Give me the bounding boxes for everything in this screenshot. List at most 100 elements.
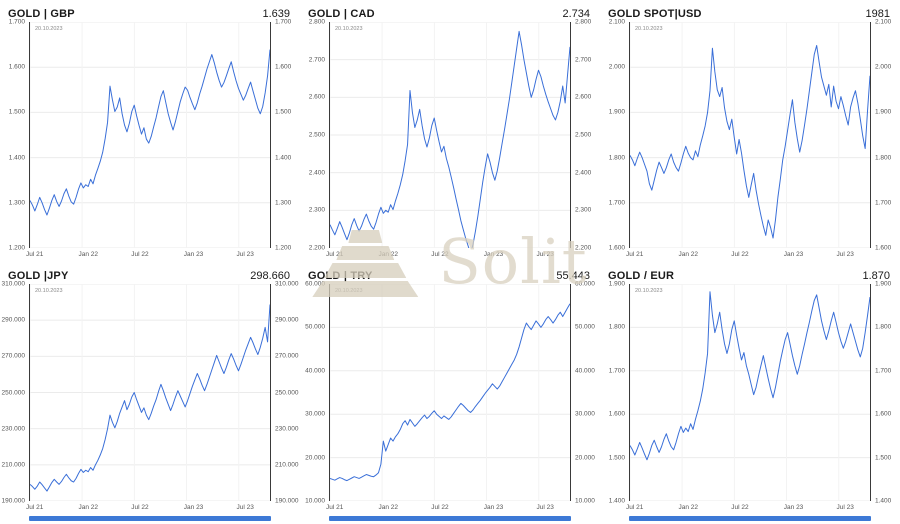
- x-axis: Jul 21 Jan 22 Jul 22 Jan 23 Jul 23: [326, 501, 571, 515]
- chart-title: GOLD / EUR: [608, 270, 675, 282]
- x-tick-label: Jan 22: [378, 251, 399, 258]
- chart-panel-gold-jpy: GOLD |JPY 298.660 190.000 210.000 230.000 2…: [0, 262, 300, 524]
- y-tick-label: 270.000: [275, 352, 299, 360]
- y-tick-label: 50.000: [305, 323, 325, 331]
- chart-title: GOLD |JPY: [8, 270, 69, 282]
- plot-area[interactable]: 20.10.2023: [329, 22, 571, 248]
- y-axis-left: 1.400 1.500 1.600 1.700 1.800 1.900: [600, 280, 629, 505]
- y-tick-label: 1.900: [608, 108, 625, 116]
- y-tick-label: 2.000: [875, 63, 892, 71]
- y-tick-label: 1.700: [275, 18, 292, 26]
- panel-header: GOLD | GBP 1.639: [0, 0, 300, 20]
- y-axis-left: 1.200 1.300 1.400 1.500 1.600 1.700: [0, 18, 29, 252]
- y-tick-label: 190.000: [275, 497, 299, 505]
- y-tick-label: 20.000: [575, 454, 595, 462]
- y-tick-label: 1.500: [875, 454, 892, 462]
- y-tick-label: 2.600: [308, 93, 325, 101]
- x-axis: Jul 21 Jan 22 Jul 22 Jan 23 Jul 23: [26, 501, 271, 515]
- time-range-scrollbar[interactable]: [629, 516, 871, 521]
- y-tick-label: 250.000: [275, 389, 299, 396]
- plot-area[interactable]: 20.10.2023: [629, 22, 871, 248]
- x-tick-label: Jul 23: [536, 251, 554, 258]
- y-tick-label: 2.600: [575, 93, 592, 101]
- chart-title: GOLD SPOT|USD: [608, 8, 702, 20]
- x-tick-label: Jul 22: [131, 251, 149, 258]
- date-label: 20.10.2023: [335, 288, 363, 294]
- x-tick-label: Jul 22: [731, 504, 749, 511]
- y-tick-label: 290.000: [1, 316, 26, 324]
- x-tick-label: Jan 23: [783, 504, 804, 511]
- y-tick-label: 1.600: [275, 63, 292, 71]
- x-axis: Jul 21 Jan 22 Jul 22 Jan 23 Jul 23: [326, 248, 571, 262]
- plot-row: 190.000 210.000 230.000 250.000 270.000 290.0…: [0, 280, 300, 505]
- y-tick-label: 2.300: [575, 206, 592, 214]
- x-tick-label: Jul 21: [626, 504, 644, 511]
- x-tick-label: Jan 23: [783, 251, 804, 258]
- y-tick-label: 1.600: [875, 410, 892, 418]
- y-tick-label: 290.000: [275, 316, 299, 324]
- x-tick-label: Jul 22: [431, 251, 449, 258]
- panel-header: GOLD SPOT|USD 1981: [600, 0, 900, 20]
- y-tick-label: 10.000: [575, 497, 595, 505]
- x-tick-label: Jan 22: [78, 504, 99, 511]
- y-tick-label: 1.400: [608, 497, 625, 505]
- chart-panel-gold-spot-usd: GOLD SPOT|USD 1981 1.600 1.700 1.800 1.900 2…: [600, 0, 900, 262]
- y-tick-label: 30.000: [575, 410, 595, 418]
- y-tick-label: 1.800: [608, 154, 625, 162]
- date-label: 20.10.2023: [635, 26, 663, 32]
- time-range-scrollbar[interactable]: [329, 516, 571, 521]
- line-chart-svg: [330, 284, 570, 501]
- y-tick-label: 1.200: [275, 244, 292, 252]
- y-tick-label: 1.700: [875, 199, 892, 207]
- y-tick-label: 2.800: [308, 18, 325, 26]
- plot-area[interactable]: 20.10.2023: [29, 284, 271, 501]
- x-tick-label: Jan 22: [78, 251, 99, 258]
- x-tick-label: Jul 21: [26, 504, 44, 511]
- plot-row: 1.200 1.300 1.400 1.500 1.600 1.700 20.10.202…: [0, 18, 300, 252]
- x-tick-label: Jan 22: [378, 504, 399, 511]
- time-range-scrollbar[interactable]: [29, 516, 271, 521]
- y-tick-label: 1.700: [8, 18, 25, 26]
- x-axis: Jul 21 Jan 22 Jul 22 Jan 23 Jul 23: [626, 248, 871, 262]
- y-tick-label: 2.300: [308, 206, 325, 214]
- y-axis-right: 1.600 1.700 1.800 1.900 2.000 2.100: [871, 18, 900, 252]
- x-axis: Jul 21 Jan 22 Jul 22 Jan 23 Jul 23: [26, 248, 271, 262]
- plot-area[interactable]: 20.10.2023: [29, 22, 271, 248]
- panel-header: GOLD | TRY 55.443: [300, 262, 600, 282]
- y-tick-label: 50.000: [575, 323, 595, 331]
- y-tick-label: 2.800: [575, 18, 592, 26]
- chart-title: GOLD | CAD: [308, 8, 375, 20]
- y-tick-label: 1.900: [875, 280, 892, 288]
- y-axis-right: 190.000 210.000 230.000 250.000 270.000 290.0…: [271, 280, 300, 505]
- y-tick-label: 2.100: [875, 18, 892, 26]
- chart-current-value: 55.443: [556, 270, 590, 282]
- x-tick-label: Jul 21: [626, 251, 644, 258]
- y-axis-left: 190.000 210.000 230.000 250.000 270.000 290.0…: [0, 281, 29, 505]
- y-tick-label: 230.000: [275, 425, 299, 433]
- y-tick-label: 2.000: [608, 63, 625, 71]
- plot-row: 1.600 1.700 1.800 1.900 2.000 2.100 20.10.202…: [600, 18, 900, 252]
- y-tick-label: 30.000: [305, 410, 325, 418]
- y-tick-label: 2.500: [308, 131, 325, 139]
- chart-panel-gold-gbp: GOLD | GBP 1.639 1.200 1.300 1.400 1.500 1.6…: [0, 0, 300, 262]
- line-chart-svg: [30, 22, 270, 248]
- panel-header: GOLD | CAD 2.734: [300, 0, 600, 20]
- x-tick-label: Jan 23: [483, 504, 504, 511]
- x-tick-label: Jul 23: [236, 504, 254, 511]
- y-tick-label: 1.700: [875, 367, 892, 375]
- y-tick-label: 1.800: [875, 323, 892, 331]
- x-tick-label: Jan 23: [183, 251, 204, 258]
- y-tick-label: 1.700: [608, 199, 625, 207]
- y-tick-label: 1.600: [608, 410, 625, 418]
- y-tick-label: 310.000: [275, 280, 299, 288]
- y-tick-label: 20.000: [305, 454, 325, 462]
- y-tick-label: 1.400: [8, 154, 25, 162]
- plot-area[interactable]: 20.10.2023: [329, 284, 571, 501]
- line-chart-svg: [330, 22, 570, 248]
- y-tick-label: 1.600: [608, 244, 625, 252]
- plot-area[interactable]: 20.10.2023: [629, 284, 871, 501]
- y-tick-label: 1.900: [608, 280, 625, 288]
- y-tick-label: 2.400: [575, 169, 592, 177]
- y-tick-label: 1.400: [275, 154, 292, 162]
- y-tick-label: 270.000: [1, 352, 26, 360]
